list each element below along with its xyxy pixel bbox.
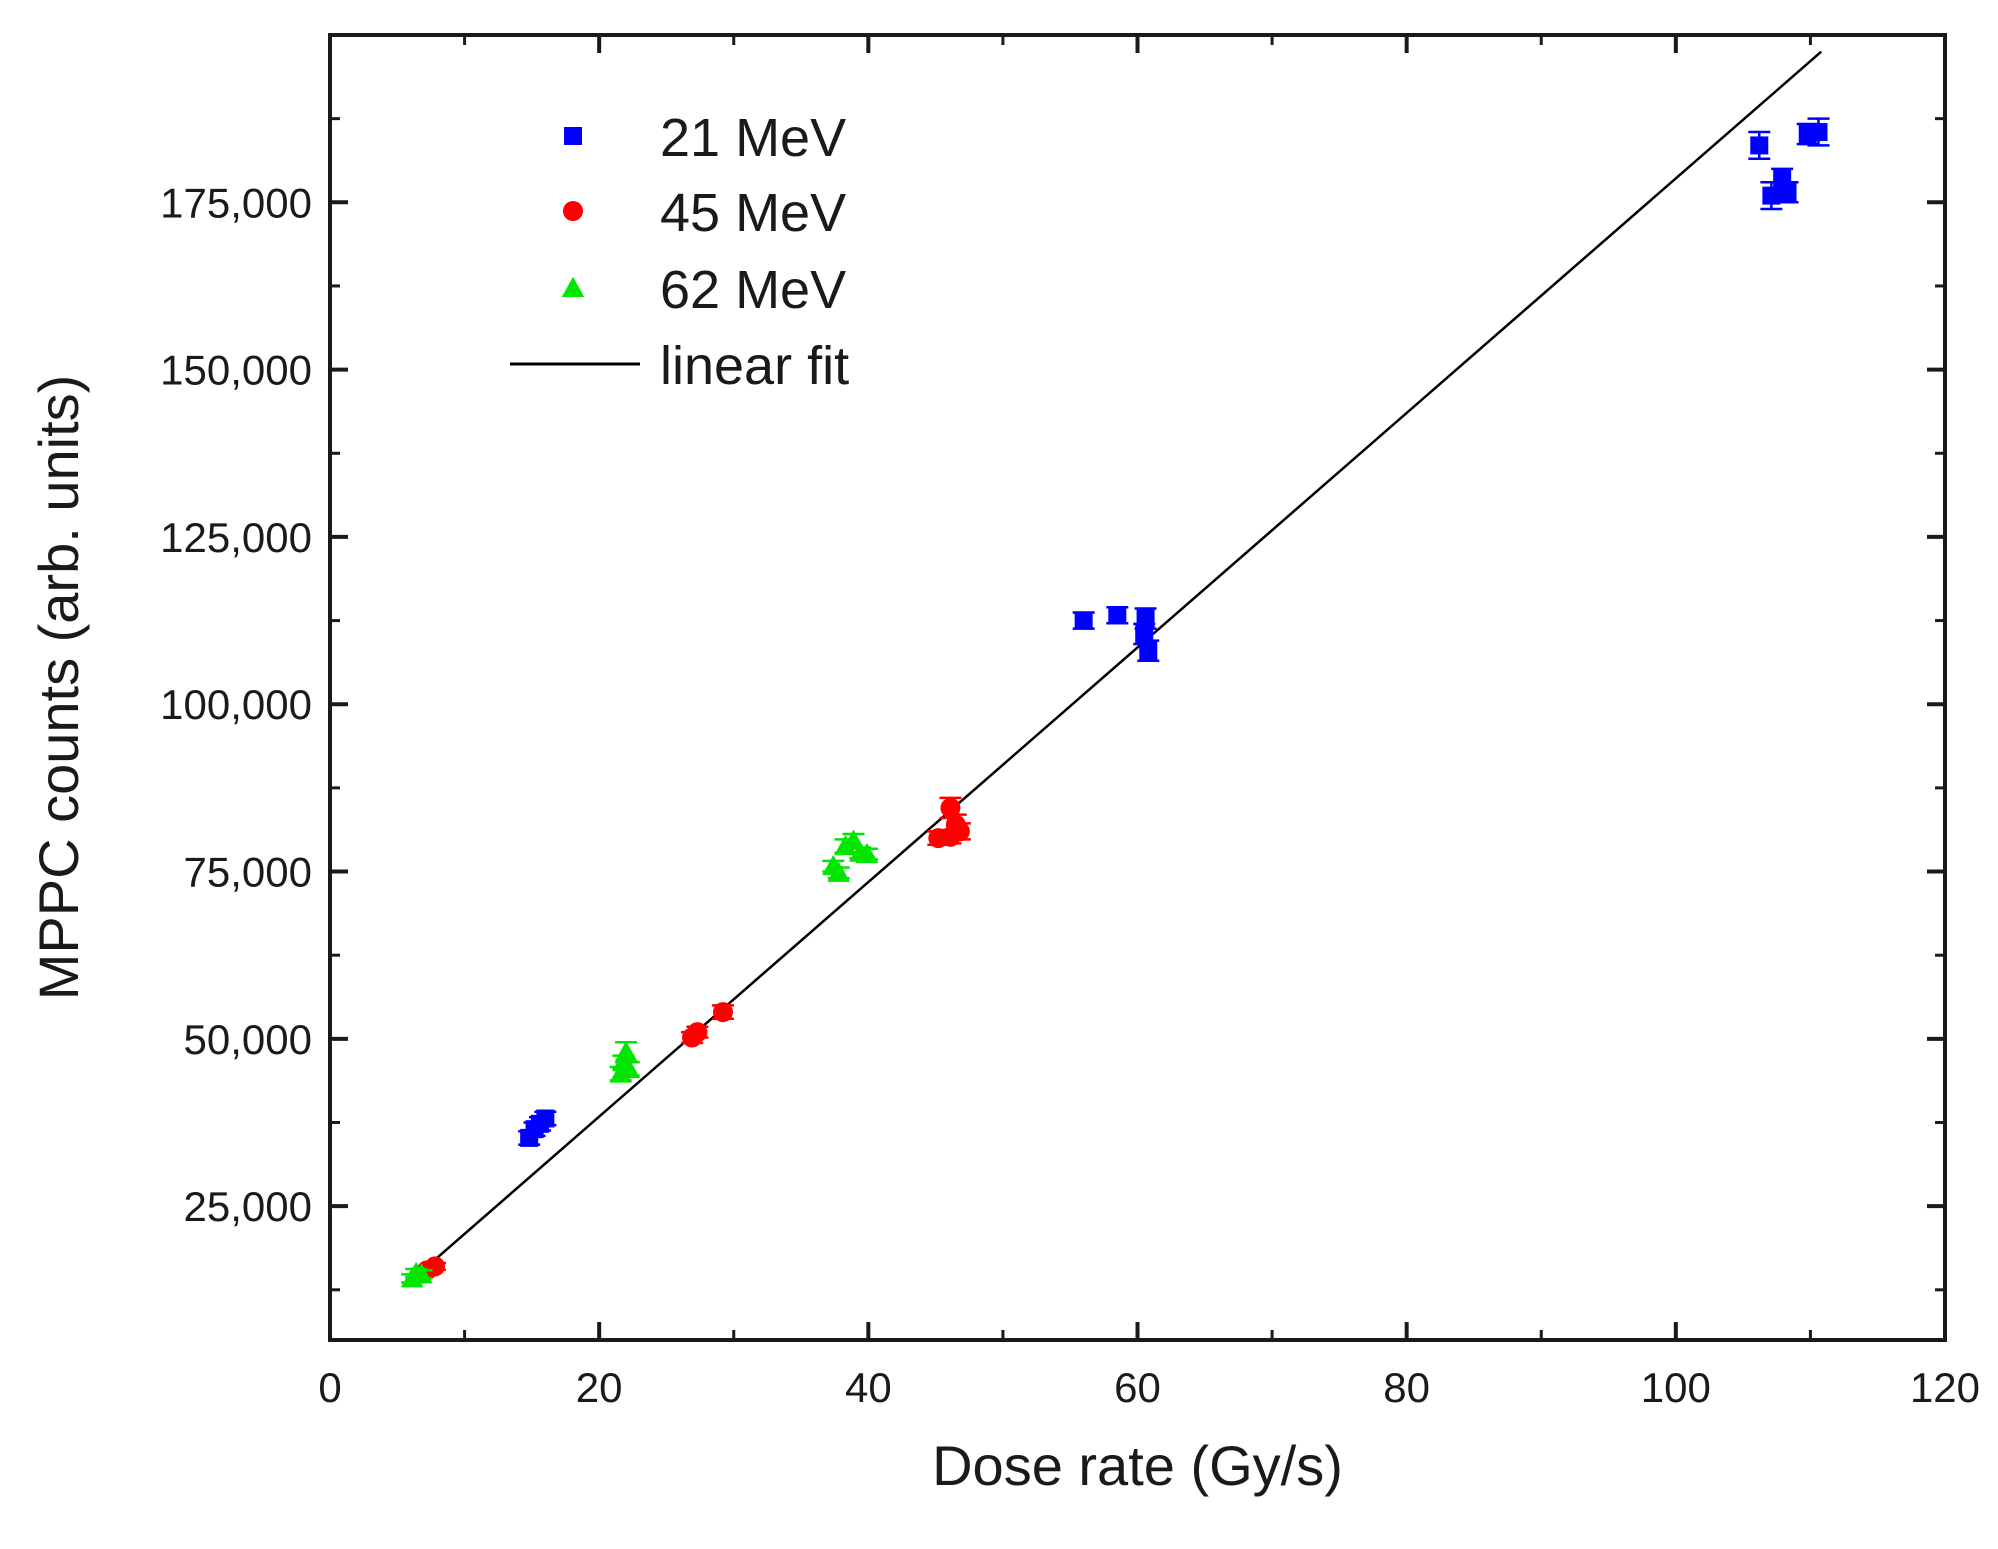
data-point: [940, 797, 961, 818]
data-point: [949, 821, 970, 842]
y-tick-label: 150,000: [160, 347, 312, 394]
y-tick-label: 25,000: [184, 1183, 312, 1230]
legend-label: 21 MeV: [660, 108, 846, 168]
legend-label: 45 MeV: [660, 183, 846, 243]
plot-frame: [328, 33, 1947, 1342]
series-21-mev: [518, 117, 1830, 1147]
series-62-mev: [400, 829, 879, 1288]
data-point: [1762, 186, 1781, 205]
x-axis-title: Dose rate (Gy/s): [932, 1434, 1343, 1497]
x-tick-label: 40: [845, 1364, 892, 1411]
legend: 21 MeV 45 MeV 62 MeV linear fit: [510, 108, 849, 396]
data-point: [1778, 183, 1797, 202]
data-point: [1809, 123, 1828, 142]
data-point: [617, 1057, 641, 1078]
data-point: [827, 861, 850, 882]
data-point: [1074, 611, 1093, 630]
y-tick-label: 50,000: [184, 1016, 312, 1063]
legend-marker-62-mev: [561, 276, 585, 297]
data-point: [614, 1040, 638, 1062]
series-45-mev: [415, 796, 971, 1281]
data-point: [1108, 606, 1127, 625]
y-axis-title: MPPC counts (arb. units): [27, 375, 90, 1001]
data-point: [536, 1109, 555, 1128]
data-point: [1136, 609, 1155, 628]
data-point: [1139, 641, 1158, 660]
y-tick-label: 125,000: [160, 514, 312, 561]
x-tick-label: 0: [318, 1364, 341, 1411]
y-tick-label: 175,000: [160, 179, 312, 226]
x-tick-label: 60: [1114, 1364, 1161, 1411]
linear-fit-layer: [423, 50, 1823, 1271]
data-point: [410, 1263, 433, 1284]
legend-label: 62 MeV: [660, 260, 846, 320]
y-tick-label: 100,000: [160, 681, 312, 728]
legend-label: linear fit: [660, 336, 849, 396]
legend-marker-21-mev: [564, 127, 582, 145]
data-points: [400, 117, 1830, 1288]
legend-marker-45-mev: [563, 201, 583, 221]
data-point: [687, 1022, 708, 1043]
data-point: [424, 1256, 445, 1277]
data-point: [712, 1002, 733, 1023]
x-tick-label: 20: [576, 1364, 623, 1411]
data-point: [1750, 136, 1769, 155]
linear-fit-line: [423, 50, 1823, 1271]
x-tick-label: 80: [1383, 1364, 1430, 1411]
data-point: [855, 842, 879, 864]
y-tick-label: 75,000: [184, 849, 312, 896]
x-tick-label: 120: [1910, 1364, 1980, 1411]
x-tick-label: 100: [1641, 1364, 1711, 1411]
axes: 0 20 40 60 80 100 120 25,000 50,000 75,000 100,000…: [160, 35, 1980, 1411]
